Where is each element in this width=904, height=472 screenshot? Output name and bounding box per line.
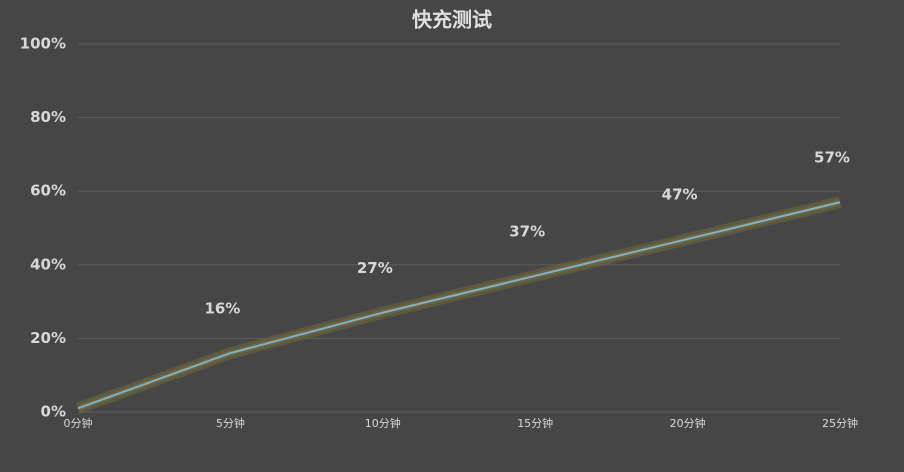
value-label: 47% (662, 186, 698, 204)
y-tick-label: 100% (20, 35, 66, 53)
x-tick-label: 15分钟 (517, 416, 553, 430)
line-glow (75, 196, 842, 414)
y-tick-label: 0% (41, 403, 66, 421)
value-label: 57% (814, 149, 850, 167)
x-tick-label: 0分钟 (64, 416, 93, 430)
x-tick-label: 20分钟 (670, 416, 706, 430)
x-tick-label: 25分钟 (822, 416, 858, 430)
x-tick-label: 10分钟 (365, 416, 401, 430)
chart-title: 快充测试 (412, 8, 492, 32)
y-tick-label: 20% (30, 329, 66, 347)
value-label: 37% (509, 222, 545, 240)
value-label: 27% (357, 259, 393, 277)
y-tick-label: 80% (30, 108, 66, 126)
y-tick-label: 60% (30, 182, 66, 200)
x-tick-label: 5分钟 (216, 416, 245, 430)
line (77, 201, 841, 410)
y-tick-label: 40% (30, 255, 66, 273)
value-label: 16% (204, 300, 240, 318)
